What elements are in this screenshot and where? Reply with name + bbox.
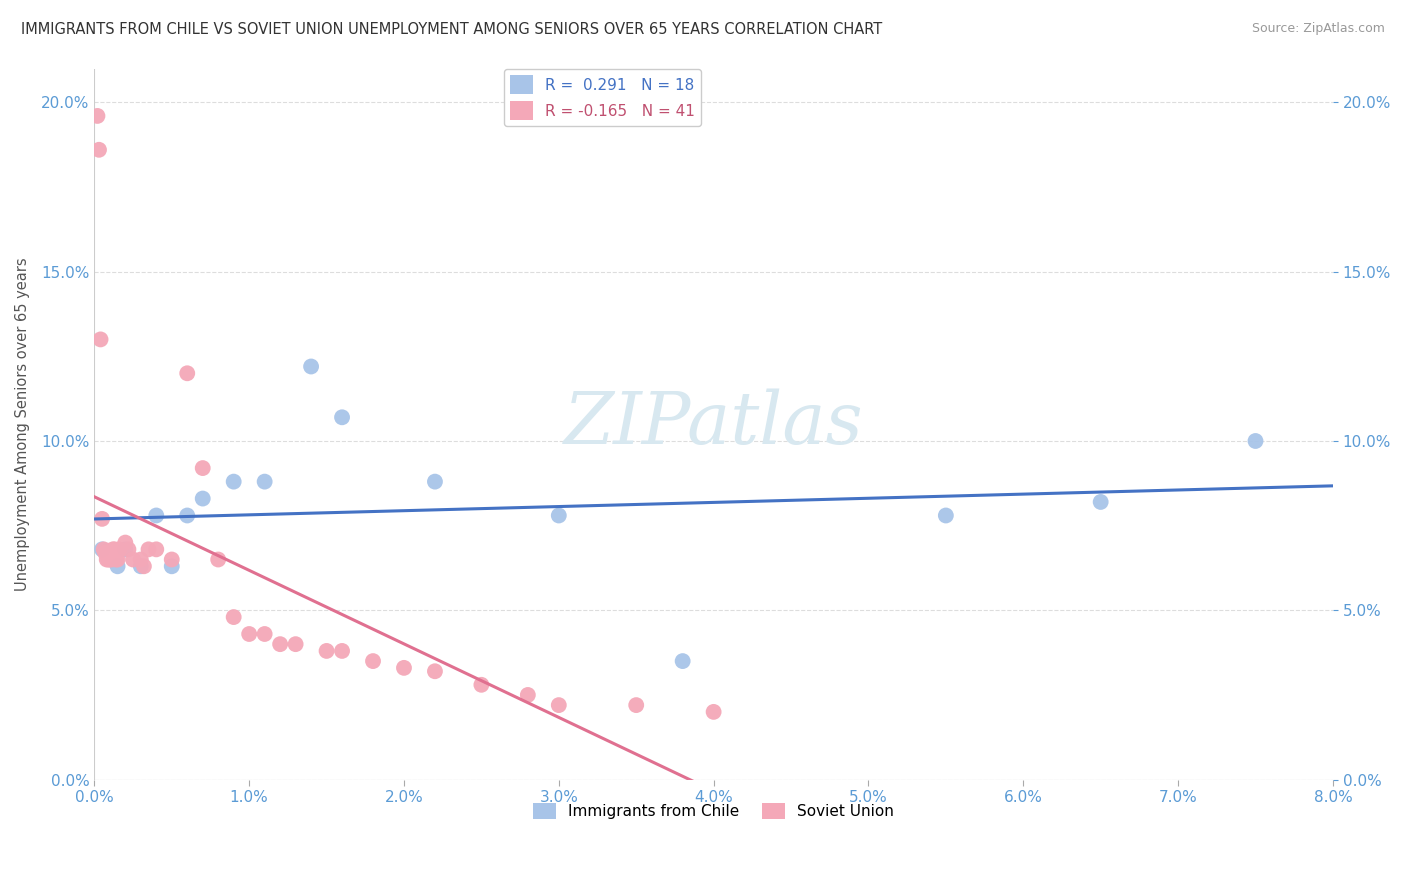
Point [103, 542, 125, 557]
Point [299, 359, 322, 374]
Point [132, 559, 155, 574]
Legend: Immigrants from Chile, Soviet Union: Immigrants from Chile, Soviet Union [527, 797, 900, 825]
Point [129, 552, 152, 566]
Point [91, 542, 114, 557]
Point [547, 508, 569, 523]
Point [253, 627, 276, 641]
Point [284, 637, 307, 651]
Point [269, 637, 291, 651]
Point [361, 654, 384, 668]
Point [122, 552, 145, 566]
Point [392, 661, 415, 675]
Point [222, 610, 245, 624]
Point [253, 475, 276, 489]
Text: Source: ZipAtlas.com: Source: ZipAtlas.com [1251, 22, 1385, 36]
Point [672, 654, 695, 668]
Point [1244, 434, 1267, 448]
Point [100, 552, 122, 566]
Point [107, 559, 129, 574]
Y-axis label: Unemployment Among Seniors over 65 years: Unemployment Among Seniors over 65 years [15, 257, 30, 591]
Point [176, 508, 198, 523]
Point [626, 698, 648, 712]
Point [108, 542, 131, 557]
Point [207, 552, 229, 566]
Point [330, 644, 353, 658]
Point [222, 475, 245, 489]
Point [315, 644, 337, 658]
Point [129, 559, 152, 574]
Text: ZIPatlas: ZIPatlas [564, 389, 863, 459]
Point [191, 461, 214, 475]
Point [423, 665, 446, 679]
Point [191, 491, 214, 506]
Point [1090, 495, 1112, 509]
Point [423, 475, 446, 489]
Point [86, 109, 108, 123]
Point [97, 552, 120, 566]
Point [96, 552, 118, 566]
Point [176, 366, 198, 380]
Point [107, 552, 129, 566]
Point [98, 552, 121, 566]
Point [516, 688, 538, 702]
Point [145, 508, 167, 523]
Point [101, 542, 124, 557]
Point [160, 559, 183, 574]
Point [547, 698, 569, 712]
Point [87, 143, 110, 157]
Text: IMMIGRANTS FROM CHILE VS SOVIET UNION UNEMPLOYMENT AMONG SENIORS OVER 65 YEARS C: IMMIGRANTS FROM CHILE VS SOVIET UNION UN… [21, 22, 883, 37]
Point [94, 546, 117, 560]
Point [117, 542, 139, 557]
Point [160, 552, 183, 566]
Point [91, 512, 114, 526]
Point [470, 678, 492, 692]
Point [330, 410, 353, 425]
Point [93, 542, 115, 557]
Point [114, 535, 136, 549]
Point [935, 508, 957, 523]
Point [105, 552, 128, 566]
Point [145, 542, 167, 557]
Point [238, 627, 260, 641]
Point [90, 333, 112, 347]
Point [138, 542, 160, 557]
Point [703, 705, 725, 719]
Point [114, 542, 136, 557]
